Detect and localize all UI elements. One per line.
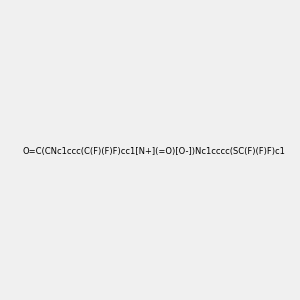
Text: O=C(CNc1ccc(C(F)(F)F)cc1[N+](=O)[O-])Nc1cccc(SC(F)(F)F)c1: O=C(CNc1ccc(C(F)(F)F)cc1[N+](=O)[O-])Nc1… [22, 147, 285, 156]
